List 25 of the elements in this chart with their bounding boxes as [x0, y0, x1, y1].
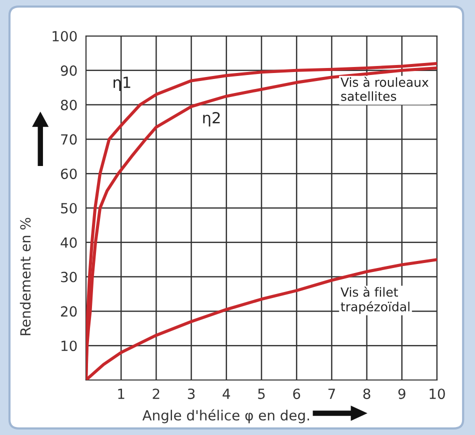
x-tick-label: 5 — [258, 388, 265, 400]
y-axis-title: Rendement en % — [20, 218, 31, 336]
x-tick-label: 2 — [152, 388, 160, 399]
x-tick-label: 1 — [118, 388, 124, 399]
y-tick-label: 20 — [61, 306, 77, 317]
y-tick-label: 10 — [62, 340, 77, 352]
x-axis-title: Angle d'hélice φ en deg. — [142, 409, 309, 424]
x-tick-label: 9 — [398, 388, 406, 400]
x-tick-label: 10 — [430, 388, 445, 400]
series-label: Vis à filet trapézoïdal — [340, 286, 410, 314]
y-tick-label: 50 — [61, 202, 77, 214]
y-tick-label: 100 — [52, 30, 77, 42]
x-tick-label: 8 — [363, 388, 370, 400]
y-tick-label: 40 — [60, 237, 77, 248]
annotation: Vis à rouleaux satellites — [340, 76, 428, 101]
y-tick-label: 60 — [60, 168, 77, 180]
x-tick-label: 3 — [188, 388, 195, 400]
y-tick-label: 90 — [60, 65, 77, 76]
y-tick-label: 30 — [61, 272, 77, 282]
series-label: η2 — [203, 112, 220, 126]
x-tick-label: 4 — [222, 388, 230, 399]
x-tick-label: 6 — [293, 388, 300, 400]
y-tick-label: 70 — [61, 134, 77, 145]
y-tick-label: 80 — [60, 100, 77, 110]
x-tick-label: 7 — [328, 388, 335, 399]
